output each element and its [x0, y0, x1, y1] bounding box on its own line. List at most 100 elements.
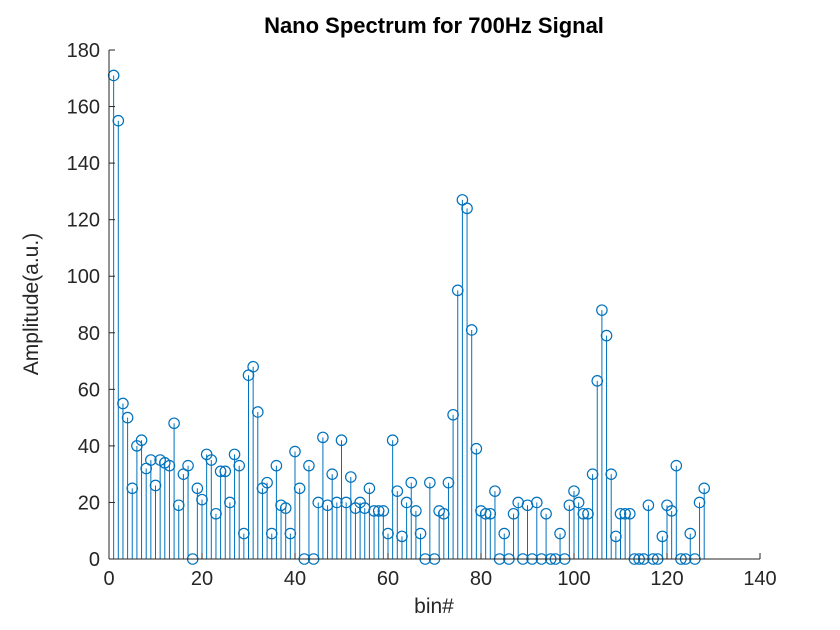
stem — [149, 479, 162, 559]
stem-marker — [479, 507, 492, 520]
stem — [470, 442, 483, 559]
stem — [447, 408, 459, 559]
stem-marker — [414, 527, 427, 540]
stem — [554, 527, 566, 559]
x-tick-label: 140 — [743, 568, 776, 590]
stem — [126, 482, 139, 559]
stem-marker — [656, 530, 669, 543]
stem — [577, 507, 590, 559]
stem — [168, 417, 180, 559]
x-tick-label: 120 — [650, 568, 683, 590]
stem — [112, 114, 125, 559]
stem-marker — [117, 397, 129, 410]
stem — [205, 454, 218, 559]
stem-marker — [168, 417, 180, 430]
stem — [163, 459, 176, 559]
stem-marker — [228, 448, 241, 461]
stem-marker — [461, 202, 473, 215]
x-tick-label: 0 — [103, 568, 114, 590]
plot-area: 0 20 40 60 80 100 120 140 0 20 40 60 80 100 120 140 160 1… — [67, 40, 777, 590]
stem — [247, 360, 259, 559]
stem — [530, 496, 543, 559]
stem — [386, 434, 399, 559]
x-axis-label: bin# — [414, 595, 454, 618]
stem-marker — [368, 505, 380, 517]
stem-marker — [437, 507, 450, 520]
stem-marker — [386, 434, 399, 447]
stem — [214, 465, 227, 559]
stem-marker — [251, 406, 264, 418]
stem — [400, 496, 413, 559]
stem — [219, 465, 232, 559]
stem-marker — [470, 442, 483, 455]
stem — [614, 507, 627, 559]
stem — [396, 530, 408, 559]
stem-marker — [205, 454, 218, 466]
stem-marker — [238, 527, 250, 540]
stem-marker — [424, 476, 436, 489]
stem — [484, 507, 497, 559]
stem-marker — [591, 375, 604, 387]
stem — [344, 471, 357, 559]
stem — [303, 459, 315, 559]
stem — [340, 496, 352, 559]
stem-marker — [344, 471, 357, 483]
stem-marker — [568, 485, 580, 497]
stem-marker — [172, 499, 185, 512]
stem-marker — [577, 507, 590, 520]
stem — [391, 485, 404, 559]
stem — [159, 457, 171, 559]
stem-marker — [326, 468, 338, 480]
stem-marker — [182, 459, 194, 472]
stem — [172, 499, 185, 559]
stem-marker — [396, 530, 408, 543]
stem — [256, 482, 269, 559]
stem-marker — [279, 502, 292, 514]
stem-marker — [372, 505, 385, 517]
stem — [233, 459, 245, 559]
stem — [238, 527, 250, 559]
stem-marker — [340, 496, 352, 509]
stem — [498, 527, 511, 559]
x-tick-label: 20 — [191, 568, 213, 590]
y-tick-label: 60 — [78, 379, 100, 401]
stem — [437, 507, 450, 559]
stem — [572, 496, 585, 559]
stem — [289, 445, 301, 559]
stem — [117, 397, 129, 559]
stem — [293, 482, 306, 559]
chart-title: Nano Spectrum for 700Hz Signal — [264, 13, 604, 38]
stem — [270, 459, 283, 559]
y-tick-label: 40 — [78, 436, 100, 458]
stem — [610, 530, 622, 559]
stem-marker — [554, 527, 566, 540]
stem — [521, 499, 534, 559]
stem — [684, 527, 697, 559]
stem-marker — [698, 482, 710, 495]
stem-marker — [391, 485, 404, 497]
stem — [284, 527, 297, 559]
stem — [489, 485, 501, 559]
stem-marker — [451, 284, 464, 297]
stem — [591, 375, 604, 559]
x-tick-label: 60 — [377, 568, 399, 590]
stem — [331, 496, 343, 559]
stem-marker — [247, 360, 259, 373]
stem-marker — [126, 482, 139, 495]
stem — [363, 482, 376, 559]
stem-marker — [572, 496, 585, 509]
stem — [182, 459, 194, 559]
stem — [442, 476, 455, 559]
stem-marker — [405, 476, 418, 489]
stem — [451, 284, 464, 559]
stem-marker — [233, 459, 245, 472]
stem-marker — [410, 505, 422, 517]
stem-marker — [363, 482, 376, 495]
stem — [228, 448, 241, 559]
y-tick-label: 100 — [67, 266, 100, 288]
stem-marker — [261, 476, 273, 489]
stem-marker — [191, 482, 204, 495]
stem-marker — [665, 505, 678, 517]
stem-marker — [507, 507, 520, 520]
stem — [698, 482, 710, 559]
